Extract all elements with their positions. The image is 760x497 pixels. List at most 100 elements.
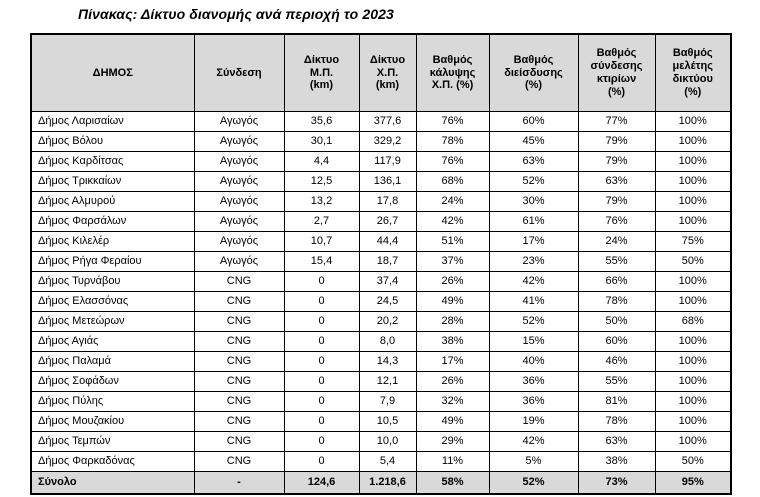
value-cell: 26% <box>415 271 490 292</box>
value-cell: 5% <box>488 451 579 472</box>
value-cell: 100% <box>654 371 732 392</box>
value-cell: 32% <box>415 391 490 412</box>
value-cell: 38% <box>577 451 656 472</box>
municipality-cell: Δήμος Βόλου <box>30 131 195 152</box>
header-cell: Βαθμός κάλυψης Χ.Π. (%) <box>415 33 490 112</box>
value-cell: 10,5 <box>358 411 417 432</box>
table-footer: Σύνολο -124,6 1.218,6 58% 52% 73% 95% <box>30 471 732 495</box>
value-cell: CNG <box>193 411 285 432</box>
value-cell: 49% <box>415 291 490 312</box>
table-row: Δήμος Τυρνάβου CNG 0 37,4 26% 42% 66% 100% <box>30 271 732 292</box>
value-cell: Αγωγός <box>193 131 285 152</box>
value-cell: 19% <box>488 411 579 432</box>
value-cell: 100% <box>654 271 732 292</box>
municipality-cell: Δήμος Σοφάδων <box>30 371 195 392</box>
value-cell: 4,4 <box>283 151 360 172</box>
value-cell: 41% <box>488 291 579 312</box>
value-cell: 44,4 <box>358 231 417 252</box>
value-cell: 100% <box>654 331 732 352</box>
value-cell: 63% <box>577 431 656 452</box>
value-cell: 29% <box>415 431 490 452</box>
header-cell: Βαθμός διείσδυσης (%) <box>488 33 579 112</box>
value-cell: 10,7 <box>283 231 360 252</box>
value-cell: 0 <box>283 391 360 412</box>
value-cell: 377,6 <box>358 111 417 132</box>
value-cell: 37% <box>415 251 490 272</box>
value-cell: 100% <box>654 111 732 132</box>
table-row: Δήμος Ρήγα Φεραίου Αγωγός 15,4 18,7 37% 23% 55… <box>30 251 732 272</box>
value-cell: 52% <box>488 311 579 332</box>
value-cell: 68% <box>654 311 732 332</box>
value-cell: 78% <box>415 131 490 152</box>
value-cell: 0 <box>283 371 360 392</box>
municipality-cell: Δήμος Μουζακίου <box>30 411 195 432</box>
value-cell: 79% <box>577 131 656 152</box>
value-cell: 17,8 <box>358 191 417 212</box>
value-cell: 78% <box>577 411 656 432</box>
value-cell: 30,1 <box>283 131 360 152</box>
municipality-cell: Δήμος Αλμυρού <box>30 191 195 212</box>
table-row: Δήμος Τεμπών CNG 0 10,0 29% 42% 63% 100% <box>30 431 732 452</box>
table-row: Δήμος Αγιάς CNG 0 8,0 38% 15% 60% 100% <box>30 331 732 352</box>
value-cell: 75% <box>654 231 732 252</box>
value-cell: 2,7 <box>283 211 360 232</box>
value-cell: 100% <box>654 411 732 432</box>
value-cell: 100% <box>654 151 732 172</box>
header-cell: Δίκτυο Μ.Π. (km) <box>283 33 360 112</box>
header-cell: ΔΗΜΟΣ <box>30 33 195 112</box>
value-cell: 50% <box>654 451 732 472</box>
value-cell: 76% <box>577 211 656 232</box>
value-cell: 68% <box>415 171 490 192</box>
total-label-cell: Σύνολο <box>30 471 195 495</box>
value-cell: CNG <box>193 391 285 412</box>
value-cell: 0 <box>283 331 360 352</box>
value-cell: 46% <box>577 351 656 372</box>
table-body: Δήμος Λαρισαίων Αγωγός 35,6 377,6 76% 60% 77% 1… <box>30 111 732 472</box>
value-cell: 60% <box>577 331 656 352</box>
table-row: Δήμος Κιλελέρ Αγωγός 10,7 44,4 51% 17% 24% 75% <box>30 231 732 252</box>
municipality-cell: Δήμος Κιλελέρ <box>30 231 195 252</box>
total-value-cell: 124,6 <box>283 471 360 495</box>
value-cell: 0 <box>283 451 360 472</box>
table-row: Δήμος Πύλης CNG 0 7,9 32% 36% 81% 100% <box>30 391 732 412</box>
value-cell: Αγωγός <box>193 111 285 132</box>
value-cell: 76% <box>415 151 490 172</box>
value-cell: 13,2 <box>283 191 360 212</box>
value-cell: 0 <box>283 351 360 372</box>
municipality-cell: Δήμος Τρικκαίων <box>30 171 195 192</box>
value-cell: 40% <box>488 351 579 372</box>
value-cell: 77% <box>577 111 656 132</box>
municipality-cell: Δήμος Πύλης <box>30 391 195 412</box>
municipality-cell: Δήμος Τυρνάβου <box>30 271 195 292</box>
value-cell: 79% <box>577 191 656 212</box>
value-cell: 12,5 <box>283 171 360 192</box>
value-cell: CNG <box>193 291 285 312</box>
value-cell: 55% <box>577 371 656 392</box>
value-cell: 15,4 <box>283 251 360 272</box>
municipality-cell: Δήμος Ρήγα Φεραίου <box>30 251 195 272</box>
value-cell: Αγωγός <box>193 171 285 192</box>
value-cell: 49% <box>415 411 490 432</box>
value-cell: 100% <box>654 131 732 152</box>
value-cell: 0 <box>283 271 360 292</box>
municipality-cell: Δήμος Λαρισαίων <box>30 111 195 132</box>
municipality-cell: Δήμος Τεμπών <box>30 431 195 452</box>
value-cell: 100% <box>654 351 732 372</box>
header-cell: Βαθμός σύνδεσης κτιρίων (%) <box>577 33 656 112</box>
header-cell: Σύνδεση <box>193 33 285 112</box>
value-cell: 63% <box>577 171 656 192</box>
value-cell: 24% <box>577 231 656 252</box>
value-cell: 18,7 <box>358 251 417 272</box>
value-cell: 100% <box>654 431 732 452</box>
value-cell: CNG <box>193 371 285 392</box>
value-cell: 42% <box>488 271 579 292</box>
municipality-cell: Δήμος Καρδίτσας <box>30 151 195 172</box>
value-cell: 45% <box>488 131 579 152</box>
value-cell: 11% <box>415 451 490 472</box>
municipality-cell: Δήμος Παλαμά <box>30 351 195 372</box>
value-cell: 50% <box>577 311 656 332</box>
table-row: Δήμος Καρδίτσας Αγωγός 4,4 117,9 76% 63% 79% 10… <box>30 151 732 172</box>
value-cell: 24% <box>415 191 490 212</box>
value-cell: 38% <box>415 331 490 352</box>
